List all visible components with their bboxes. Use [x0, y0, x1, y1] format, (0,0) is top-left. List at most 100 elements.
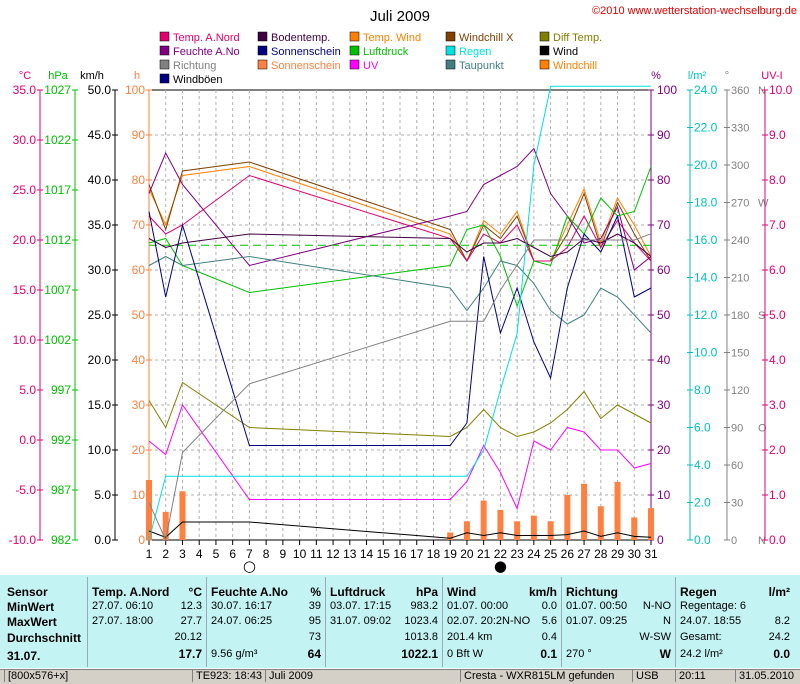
section-row-label: 201.4 km: [447, 631, 493, 643]
y-tick-label: 50: [657, 308, 671, 322]
section-unit: %: [310, 585, 321, 599]
x-tick-label: 30: [628, 547, 642, 561]
y-tick-label: 35.0: [88, 218, 112, 232]
y-tick-label: 60: [132, 263, 146, 277]
section-row-label: 01.07. 00:50: [566, 600, 628, 612]
section-title: Feuchte A.No: [211, 585, 288, 599]
section-row-label: 27.07. 18:00: [92, 615, 154, 627]
y-tick-label: 4.0: [769, 353, 786, 367]
section-row-value: 24.2: [768, 631, 790, 643]
y-tick-label: 45.0: [88, 128, 112, 142]
section-separator: [561, 577, 562, 667]
chart-legend: Temp. A.Nord Bodentemp. Temp. Wind Windchil…: [159, 31, 602, 86]
moon-phase-icon: ○: [243, 557, 256, 575]
status-bar: [0, 669, 800, 684]
y-tick-label: 100: [657, 83, 677, 97]
y-tick-label: 30: [657, 398, 671, 412]
y-tick-label: 360: [731, 85, 749, 97]
y-axis-title-humidity_pct: %: [651, 70, 661, 82]
y-tick-label: 982: [51, 533, 71, 547]
x-tick-label: 11: [310, 547, 323, 561]
section-title: Richtung: [566, 585, 618, 599]
y-tick-label: 20.0: [88, 353, 112, 367]
legend-swatch: [159, 73, 170, 84]
status-clock: 20:11: [675, 670, 734, 682]
legend-label: Temp. A.Nord: [173, 32, 240, 44]
y-tick-label: 8.0: [769, 173, 786, 187]
rain-bar: [162, 511, 169, 540]
section-row-label: 24.07. 18:55: [680, 615, 742, 627]
section-row-value: W-SW: [639, 631, 671, 643]
y-tick-label: 6.0: [769, 263, 786, 277]
section-row-value: 0.0: [773, 647, 790, 661]
section-row-label: 31.07. 09:02: [330, 615, 392, 627]
y-tick-label: 35.0: [13, 83, 37, 97]
series-line-feuchte-a-no: [148, 147, 652, 271]
y-tick-label: 14.0: [694, 271, 718, 285]
y-tick-label: 20.0: [694, 158, 718, 172]
x-tick-label: 31: [644, 547, 658, 561]
rain-bar: [597, 506, 604, 540]
y-tick-label: 20: [132, 443, 146, 457]
section-separator: [87, 577, 88, 667]
section-row-value: 95: [308, 615, 321, 627]
x-tick-label: 17: [410, 547, 424, 561]
series-line-richtung: [148, 233, 652, 542]
y-tick-label: 240: [731, 235, 749, 247]
y-tick-label: 150: [731, 348, 749, 360]
row-label-avg: Durchschnitt: [7, 631, 82, 645]
section-row-value: 1013.8: [404, 631, 438, 643]
legend-swatch: [257, 31, 268, 42]
y-tick-label: 180: [731, 310, 749, 322]
section-row-value: 17.7: [178, 647, 202, 661]
section-separator: [675, 577, 676, 667]
section-row-value: 0.4: [541, 631, 557, 643]
status-device: Cresta - WXR815LM gefunden: [460, 670, 634, 682]
section-row-value: W: [659, 647, 671, 661]
y-tick-label: -10.0: [9, 533, 37, 547]
section-row-value: 1023.4: [404, 615, 438, 627]
legend-swatch: [159, 45, 170, 56]
x-tick-label: 20: [460, 547, 474, 561]
y-axis-title-sun_h: h: [134, 70, 140, 82]
section-row-value: 73: [308, 631, 321, 643]
status-date: 31.05.2010: [735, 670, 799, 682]
y-tick-label: 10.0: [694, 346, 718, 360]
y-tick-label: 40: [132, 353, 146, 367]
y-tick-label: 40.0: [88, 173, 112, 187]
y-tick-label: 70: [657, 218, 671, 232]
y-tick-label: 210: [731, 273, 749, 285]
legend-label: Windchill X: [459, 32, 514, 44]
y-tick-label: 5.0: [769, 308, 786, 322]
section-row-value: 20.12: [174, 631, 202, 643]
compass-label: N: [758, 535, 766, 547]
y-tick-label: 2.0: [769, 443, 786, 457]
section-row-value: 983.2: [410, 600, 438, 612]
legend-label: Luftdruck: [363, 46, 409, 58]
y-axis-title-pressure_hpa: hPa: [48, 70, 68, 82]
section-row-value: 64: [307, 647, 321, 661]
section-row-label: 01.07. 00:00: [447, 600, 509, 612]
section-row-label: 27.07. 06:10: [92, 600, 154, 612]
section-title: Luftdruck: [330, 585, 386, 599]
legend-swatch: [445, 31, 456, 42]
section-title: Regen: [680, 585, 717, 599]
y-tick-label: 90: [132, 128, 146, 142]
row-label-max: MaxWert: [7, 615, 57, 629]
section-row-label: Regentage: 6: [680, 600, 747, 612]
series-line-regen: [148, 85, 651, 541]
x-tick-label: 15: [377, 547, 391, 561]
y-tick-label: 5.0: [94, 488, 111, 502]
section-row-label: 02.07. 20:2N-NO: [447, 615, 531, 627]
series-line-diff-temp-: [148, 381, 652, 438]
y-tick-label: 22.0: [694, 121, 718, 135]
compass-label: S: [758, 310, 765, 322]
y-tick-label: 25.0: [88, 308, 112, 322]
status-connection: USB: [632, 670, 676, 682]
y-tick-label: 80: [657, 173, 671, 187]
section-row-value: N-NO: [642, 600, 671, 612]
legend-label: UV: [363, 60, 379, 72]
legend-swatch: [445, 59, 456, 70]
section-unit: hPa: [415, 585, 438, 599]
plot-area: ○ ●: [146, 85, 654, 575]
